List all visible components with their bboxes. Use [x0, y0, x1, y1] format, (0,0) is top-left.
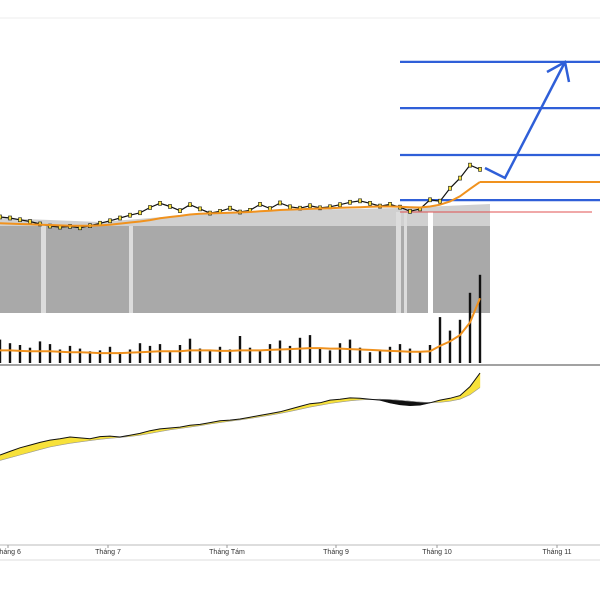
- candle: [168, 204, 172, 209]
- candle: [438, 198, 442, 204]
- candle: [28, 219, 32, 224]
- candle: [408, 209, 412, 214]
- candle: [228, 205, 232, 211]
- volume-bar: [228, 349, 232, 363]
- gray-band-top: [0, 204, 490, 226]
- volume-bar: [458, 319, 462, 363]
- candle: [308, 203, 312, 209]
- volume-bar: [108, 346, 112, 363]
- volume-bar: [388, 346, 392, 363]
- candle: [108, 218, 112, 224]
- volume-bar: [218, 346, 222, 363]
- candle: [288, 204, 292, 210]
- candle: [8, 215, 12, 221]
- candle: [0, 214, 2, 220]
- candle: [178, 208, 182, 213]
- volume-bar: [78, 348, 82, 363]
- volume-bar: [398, 344, 402, 363]
- volume-bar: [208, 350, 212, 363]
- candle: [118, 215, 122, 221]
- volume-bar: [318, 348, 322, 363]
- gray-stripe: [129, 226, 133, 313]
- volume-bar: [378, 349, 382, 363]
- gray-stripe: [404, 212, 407, 313]
- oscillator-line: [0, 372, 481, 456]
- volume-bar: [298, 337, 302, 363]
- volume-bar: [408, 348, 412, 363]
- arrow-head: [546, 60, 571, 83]
- gray-band: [0, 226, 490, 313]
- volume-bar: [278, 340, 282, 363]
- volume-bar: [438, 317, 442, 363]
- candle: [478, 167, 482, 172]
- volume-bar: [148, 345, 152, 363]
- volume-bar: [158, 344, 162, 363]
- candle: [358, 198, 362, 204]
- x-tick-label: Tháng 10: [422, 549, 452, 556]
- candle: [188, 202, 192, 207]
- gray-stripe: [396, 212, 401, 313]
- volume-bar: [248, 347, 252, 363]
- volume-bar: [98, 350, 102, 363]
- volume-bar: [478, 274, 482, 363]
- volume-bar: [258, 351, 262, 363]
- candle: [458, 175, 462, 181]
- volume-bar: [288, 345, 292, 363]
- volume-bar: [268, 344, 272, 363]
- candle: [148, 205, 152, 210]
- x-tick-label: Tháng 9: [323, 549, 349, 556]
- x-tick-label: Tháng 11: [542, 549, 571, 556]
- volume-bar: [68, 345, 72, 363]
- moving-average: [0, 181, 481, 227]
- candle: [428, 197, 432, 203]
- candle: [368, 201, 372, 206]
- candle: [468, 162, 472, 168]
- volume-bar: [358, 347, 362, 363]
- volume-bar: [28, 347, 32, 363]
- signal-line: [0, 387, 481, 461]
- candle: [158, 201, 162, 206]
- candle: [348, 199, 352, 205]
- volume-bar: [368, 352, 372, 363]
- volume-bar: [58, 349, 62, 363]
- volume-bar: [118, 352, 122, 363]
- candle: [278, 200, 282, 206]
- candle: [128, 212, 132, 218]
- volume-bar: [8, 343, 12, 363]
- volume-bar: [418, 351, 422, 363]
- volume-bar: [48, 344, 52, 363]
- volume-bar: [448, 330, 452, 363]
- x-tick-label: Tháng 6: [0, 549, 21, 556]
- gray-stripe: [41, 226, 46, 313]
- volume-bar: [198, 348, 202, 363]
- x-tick-label: Tháng Tám: [209, 549, 245, 556]
- volume-bar: [18, 345, 22, 363]
- projection-arrow: [484, 61, 567, 180]
- candle: [448, 185, 452, 191]
- volume-bar: [178, 345, 182, 363]
- volume-bar: [328, 350, 332, 363]
- candle: [338, 202, 342, 207]
- volume-bar: [348, 339, 352, 363]
- volume-bar: [88, 351, 92, 363]
- candle: [138, 210, 142, 216]
- volume-bar: [468, 292, 472, 363]
- candle: [258, 202, 262, 207]
- candle: [18, 217, 22, 223]
- volume-bar: [168, 352, 172, 363]
- gray-stripe: [428, 212, 433, 313]
- plot-layer: Tháng 6 Tháng 7 Tháng Tám Tháng 9 Tháng 10 Th…: [0, 60, 600, 556]
- volume-average: [0, 297, 481, 355]
- volume-bar: [128, 349, 132, 363]
- x-tick-label: Tháng 7: [95, 549, 121, 556]
- volume-bar: [338, 343, 342, 363]
- volume-bar: [428, 345, 432, 363]
- candle: [198, 206, 202, 212]
